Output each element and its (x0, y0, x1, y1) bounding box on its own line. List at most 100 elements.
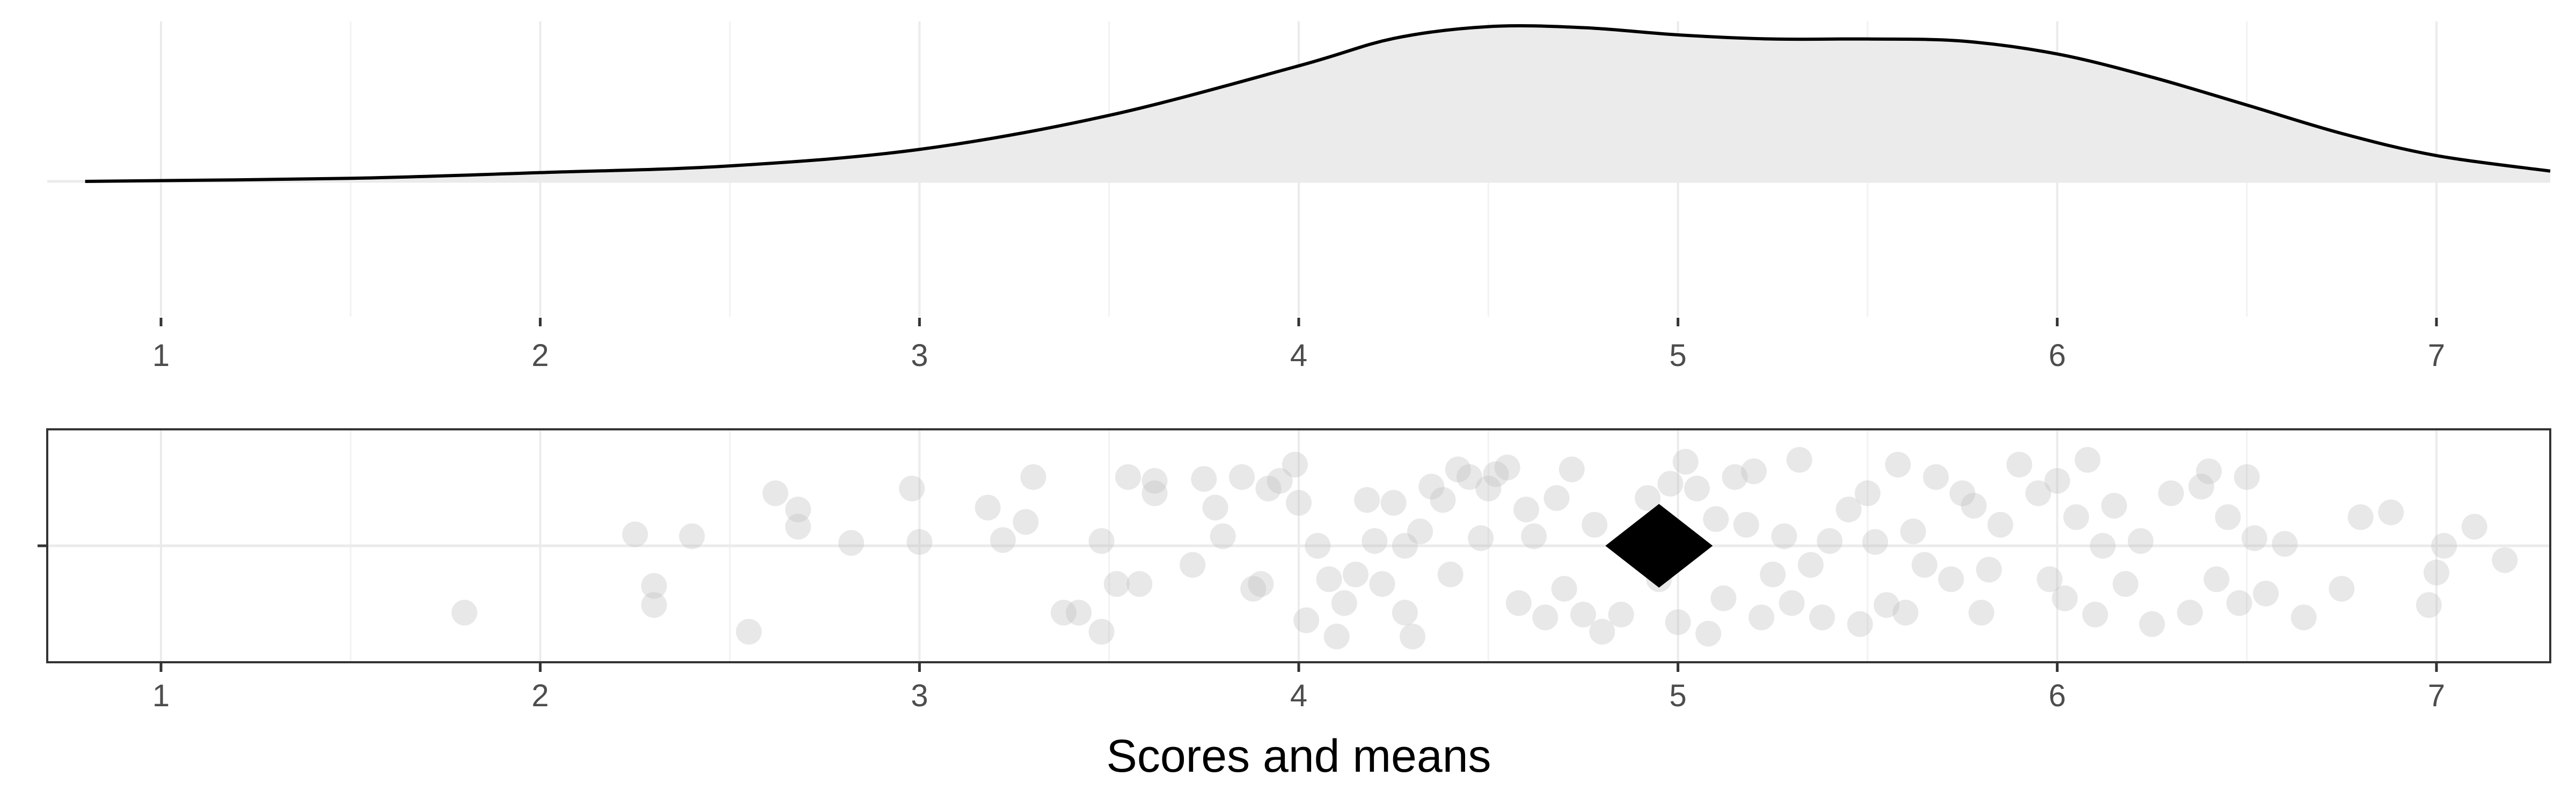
scatter-point (1293, 607, 1320, 633)
scatter-point (1407, 518, 1433, 545)
scatter-point (1912, 552, 1937, 578)
scatter-point (2253, 580, 2279, 606)
scatter-point (1210, 523, 1236, 550)
scatter-point (1475, 475, 1502, 502)
scatter-x-tick-label: 7 (2428, 678, 2445, 713)
scatter-point (1771, 523, 1797, 550)
density-area (85, 26, 2551, 181)
scatter-point (1103, 571, 1130, 597)
scatter-point (1400, 624, 1425, 650)
scatter-point (1665, 609, 1691, 635)
scatter-point (1362, 528, 1388, 554)
scatter-point (1684, 475, 1710, 502)
x-axis-title: Scores and means (1106, 730, 1491, 782)
scatter-point (1088, 619, 1115, 645)
scatter-point (2241, 525, 2267, 551)
scatter-point (785, 496, 811, 523)
scatter-point (1892, 599, 1919, 626)
scatter-point (1589, 619, 1615, 645)
scatter-point (2074, 447, 2101, 473)
scatter-point (1483, 461, 1509, 487)
scatter-point (1305, 533, 1331, 559)
scatter-x-tick-label: 5 (1670, 678, 1687, 713)
scatter-point (1672, 449, 1699, 475)
scatter-point (2037, 566, 2063, 592)
density-curve (85, 24, 2551, 183)
scatter-point (1505, 590, 1532, 616)
scatter-x-tick-label: 1 (152, 678, 170, 713)
scatter-point (1733, 511, 1759, 538)
scatter-x-tick-label: 2 (532, 678, 549, 713)
scatter-point (1855, 480, 1880, 507)
scatter-point (2044, 468, 2070, 494)
scatter-point (1798, 552, 1824, 578)
scatter-point (2215, 504, 2241, 530)
scatter-point (975, 494, 1001, 521)
scatter-point (2063, 504, 2089, 530)
scatter-point (1976, 557, 2002, 583)
scatter-point (1938, 566, 1964, 592)
density-x-tick-label: 5 (1670, 338, 1687, 373)
scatter-point (1180, 552, 1206, 578)
scatter-point (1779, 590, 1805, 616)
scatter-point (2431, 533, 2457, 559)
scatter-point (2188, 473, 2214, 500)
scatter-point (1088, 528, 1115, 554)
scatter-point (1229, 464, 1255, 490)
scatter-point (2025, 480, 2051, 507)
scatter-point (2139, 611, 2165, 637)
scatter-point (1126, 571, 1153, 597)
scatter-point (1543, 485, 1570, 511)
scatter-point (1817, 528, 1843, 554)
scatter-point (1987, 511, 2014, 538)
scatter-point (1532, 604, 1558, 631)
scatter-point (1521, 523, 1547, 550)
scatter-point (2158, 480, 2184, 507)
scatter-point (1835, 496, 1862, 523)
scatter-point (2090, 533, 2116, 559)
scatter-point (1513, 496, 1539, 523)
scatter-point (1635, 485, 1661, 511)
scatter-point (2196, 458, 2222, 485)
scatter-point (1900, 518, 1926, 545)
scatter-point (1582, 511, 1608, 538)
scatter-point (2492, 547, 2518, 573)
scatter-x-tick-label: 6 (2048, 678, 2066, 713)
scatter-point (2127, 528, 2154, 554)
scatter-point (2226, 590, 2252, 616)
scatter-point (1786, 447, 1812, 473)
scatter-point (2290, 604, 2317, 631)
scatter-point (1949, 480, 1975, 507)
scatter-point (1722, 464, 1748, 490)
scatter-point (679, 523, 705, 550)
scatter-point (1558, 456, 1585, 482)
scatter-point (1570, 602, 1596, 628)
scatter-point (641, 592, 667, 618)
scatter-point (1369, 571, 1395, 597)
scatter-point (1741, 458, 1767, 485)
scatter-point (1445, 456, 1471, 482)
density-panel: 1 2 3 4 5 6 7 (47, 21, 2551, 373)
scatter-point (2052, 585, 2078, 611)
scatter-point (1923, 464, 1949, 490)
scatter-point (2101, 493, 2127, 519)
scatter-point (451, 599, 478, 626)
scatter-point (1703, 506, 1729, 532)
scatter-point (1286, 489, 1312, 516)
scatter-point (736, 619, 762, 645)
scatter-point (1066, 599, 1092, 626)
scatter-point (2272, 531, 2298, 557)
scatter-point (1457, 464, 1482, 490)
scatter-point (1380, 489, 1407, 516)
scatter-point (1141, 480, 1168, 507)
scatter-point (1240, 576, 1267, 602)
scatter-x-tick-label: 4 (1290, 678, 1307, 713)
scatter-point (1115, 464, 1141, 490)
scatter-point (1255, 475, 1282, 502)
scatter-point (1202, 494, 1228, 521)
scatter-point (1760, 561, 1786, 588)
scatter-point (1191, 466, 1217, 492)
scatter-point (1050, 599, 1077, 626)
scatter-point (1657, 471, 1684, 497)
